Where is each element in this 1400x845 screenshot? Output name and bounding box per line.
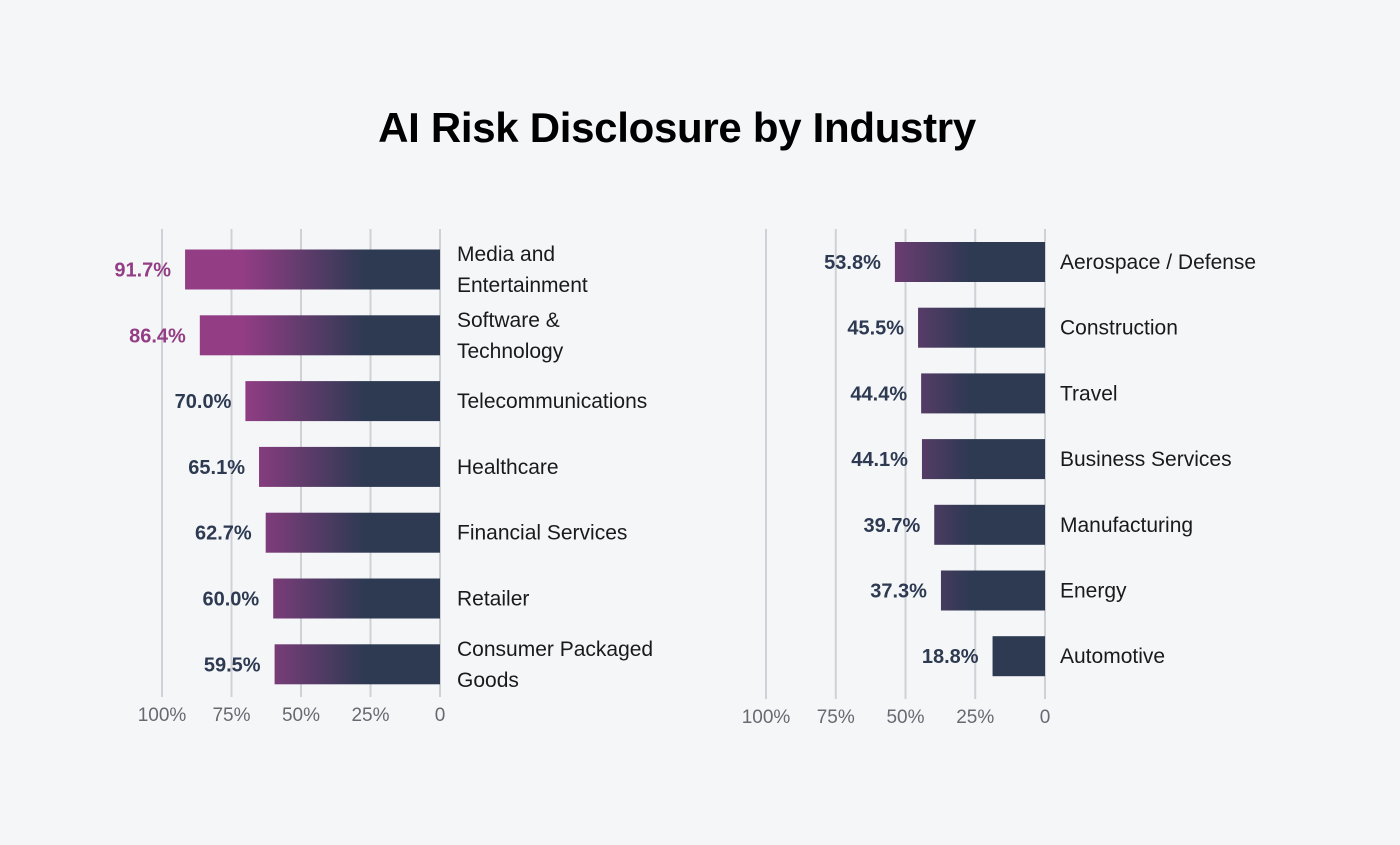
category-label-line: Manufacturing [1060, 514, 1193, 537]
value-label: 91.7% [114, 260, 171, 282]
category-label: Aerospace / Defense [1060, 251, 1256, 274]
bar [921, 439, 1045, 480]
category-label: Construction [1060, 317, 1178, 340]
tick-label: 25% [351, 705, 389, 726]
category-label: Manufacturing [1060, 514, 1193, 537]
bar [265, 512, 440, 553]
value-label: 44.4% [850, 383, 907, 405]
category-label: Business Services [1060, 448, 1232, 471]
value-label: 37.3% [870, 581, 927, 603]
tick-label: 25% [956, 707, 994, 728]
category-label-line: Financial Services [457, 522, 627, 545]
tick-label: 100% [138, 705, 187, 726]
left-panel: 100% 75% 50% 25% 0 91.7% Media and Entertainmen… [114, 229, 653, 726]
bar [921, 373, 1045, 414]
value-label: 39.7% [864, 515, 921, 537]
category-label: Telecommunications [457, 390, 647, 413]
category-label-line: Telecommunications [457, 390, 647, 413]
value-label: 45.5% [847, 318, 904, 340]
value-label: 18.8% [922, 646, 979, 668]
category-label-line: Software & [457, 309, 560, 332]
tick-label: 0 [1040, 707, 1051, 728]
tick-label: 100% [742, 707, 791, 728]
tick-label: 0 [435, 705, 446, 726]
category-label: Travel [1060, 382, 1118, 405]
category-label-line: Energy [1060, 580, 1127, 603]
category-label-line: Goods [457, 669, 519, 692]
category-label-line: Automotive [1060, 645, 1165, 668]
category-label: Retailer [457, 588, 529, 611]
tick-label: 75% [817, 707, 855, 728]
value-label: 44.1% [851, 449, 908, 471]
category-label-line: Travel [1060, 382, 1118, 405]
value-label: 65.1% [188, 457, 245, 479]
bar [259, 446, 440, 487]
category-label-line: Retailer [457, 588, 529, 611]
category-label: Healthcare [457, 456, 559, 479]
value-label: 70.0% [175, 391, 232, 413]
bar [894, 242, 1045, 282]
chart-title: AI Risk Disclosure by Industry [378, 104, 976, 151]
bar [245, 381, 440, 422]
right-panel: 100% 75% 50% 25% 0 53.8% Aerospace / Defense 45… [742, 229, 1256, 728]
category-label-line: Business Services [1060, 448, 1232, 471]
category-label: Media and Entertainment [457, 243, 588, 297]
value-label: 62.7% [195, 523, 252, 545]
bar [940, 570, 1045, 611]
category-label: Automotive [1060, 645, 1165, 668]
bar [274, 644, 440, 685]
value-label: 53.8% [824, 252, 881, 274]
bar [185, 249, 440, 290]
value-label: 59.5% [204, 654, 261, 676]
bar [273, 578, 440, 619]
bar [934, 504, 1045, 545]
category-label: Energy [1060, 580, 1127, 603]
category-label-line: Healthcare [457, 456, 559, 479]
category-label-line: Media and [457, 243, 555, 266]
bar [199, 315, 440, 356]
category-label-line: Construction [1060, 317, 1178, 340]
category-label: Consumer Packaged Goods [457, 638, 653, 692]
tick-label: 50% [886, 707, 924, 728]
bar [992, 636, 1045, 677]
category-label-line: Aerospace / Defense [1060, 251, 1256, 274]
category-label: Software & Technology [457, 309, 564, 363]
category-label-line: Entertainment [457, 274, 588, 297]
tick-label: 75% [212, 705, 250, 726]
bar [918, 307, 1045, 348]
value-label: 86.4% [129, 325, 186, 347]
category-label-line: Technology [457, 340, 564, 363]
value-label: 60.0% [202, 589, 259, 611]
category-label-line: Consumer Packaged [457, 638, 653, 661]
tick-label: 50% [282, 705, 320, 726]
category-label: Financial Services [457, 522, 627, 545]
